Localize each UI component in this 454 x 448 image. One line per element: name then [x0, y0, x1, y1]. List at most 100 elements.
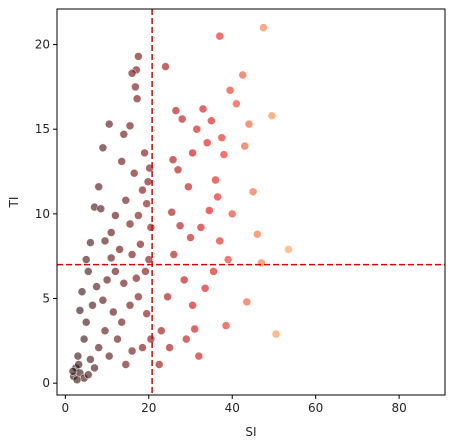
data-point	[188, 148, 197, 158]
data-point	[192, 124, 202, 134]
data-point	[238, 70, 247, 80]
data-point	[106, 228, 116, 237]
data-point	[175, 221, 185, 230]
data-point	[196, 223, 206, 232]
data-point	[177, 114, 187, 124]
data-point	[102, 275, 112, 285]
y-tick-label: 0	[42, 376, 50, 390]
data-point	[84, 267, 93, 276]
x-tick-label: 40	[225, 401, 240, 415]
x-axis-label: SI	[245, 425, 256, 439]
data-point	[125, 219, 135, 229]
data-point	[119, 130, 129, 139]
data-point	[72, 375, 82, 385]
y-axis-label: TI	[7, 197, 21, 209]
data-point	[186, 233, 195, 242]
data-point	[86, 238, 95, 247]
data-point	[121, 196, 131, 205]
data-point	[129, 168, 139, 178]
data-point	[184, 182, 193, 192]
data-point	[88, 300, 97, 310]
data-point	[146, 223, 156, 232]
data-point	[111, 211, 120, 220]
data-point	[173, 165, 183, 175]
data-point	[161, 62, 170, 71]
data-point	[119, 278, 129, 288]
points-layer	[68, 23, 293, 385]
plot-frame	[56, 8, 446, 396]
data-point	[143, 177, 153, 186]
data-point	[223, 255, 233, 264]
data-point	[202, 138, 212, 147]
data-point	[142, 309, 151, 319]
data-point	[138, 343, 147, 352]
data-point	[142, 199, 151, 208]
data-point	[140, 148, 149, 158]
data-point	[232, 99, 241, 109]
data-point	[104, 351, 114, 361]
data-point	[198, 104, 208, 114]
data-point	[100, 236, 110, 246]
data-point	[94, 343, 103, 352]
data-point	[68, 366, 78, 376]
data-point	[217, 133, 227, 142]
data-point	[100, 326, 110, 336]
data-point	[242, 297, 252, 307]
data-point	[163, 292, 172, 302]
data-point	[90, 363, 99, 373]
y-tick-label: 10	[35, 207, 50, 221]
data-point	[132, 273, 141, 283]
y-tick-label: 5	[42, 292, 50, 306]
data-point	[244, 119, 254, 129]
data-point	[215, 236, 224, 246]
data-point	[75, 306, 85, 315]
data-point	[211, 175, 220, 185]
data-point	[138, 185, 147, 195]
data-point	[141, 267, 150, 276]
data-point	[146, 334, 156, 344]
data-point	[127, 250, 137, 259]
data-point	[167, 207, 176, 217]
data-point	[94, 182, 103, 192]
data-point	[81, 317, 91, 327]
data-point	[125, 300, 135, 310]
data-point	[259, 23, 268, 32]
data-point	[144, 255, 154, 264]
data-point	[221, 321, 231, 330]
data-point	[190, 324, 199, 334]
data-point	[227, 209, 237, 219]
data-point	[213, 192, 222, 202]
data-point	[79, 334, 89, 344]
data-point	[168, 155, 178, 164]
data-point	[109, 307, 118, 317]
data-point	[207, 116, 216, 125]
data-point	[127, 69, 137, 78]
data-point	[169, 250, 179, 259]
data-point	[134, 292, 143, 302]
data-point	[98, 295, 108, 305]
data-point	[154, 360, 164, 369]
data-point	[115, 245, 124, 254]
x-tick-label: 0	[62, 401, 70, 415]
data-point	[200, 283, 210, 293]
data-point	[165, 343, 174, 352]
data-point	[271, 329, 281, 339]
data-point	[84, 370, 93, 380]
data-point	[92, 282, 101, 291]
data-point	[96, 204, 106, 214]
data-point	[157, 326, 166, 336]
data-point	[182, 334, 191, 344]
y-axis-ticks: 0 5 10 15 20	[35, 38, 57, 390]
x-tick-label: 80	[391, 401, 406, 415]
data-point	[136, 240, 145, 249]
data-point	[106, 253, 116, 263]
data-point	[117, 157, 126, 166]
data-point	[86, 355, 95, 364]
x-tick-label: 20	[141, 401, 156, 415]
data-point	[125, 121, 135, 131]
data-point	[121, 360, 131, 369]
data-point	[131, 82, 140, 92]
data-point	[98, 143, 108, 153]
data-point	[179, 275, 189, 285]
data-point	[267, 111, 277, 120]
